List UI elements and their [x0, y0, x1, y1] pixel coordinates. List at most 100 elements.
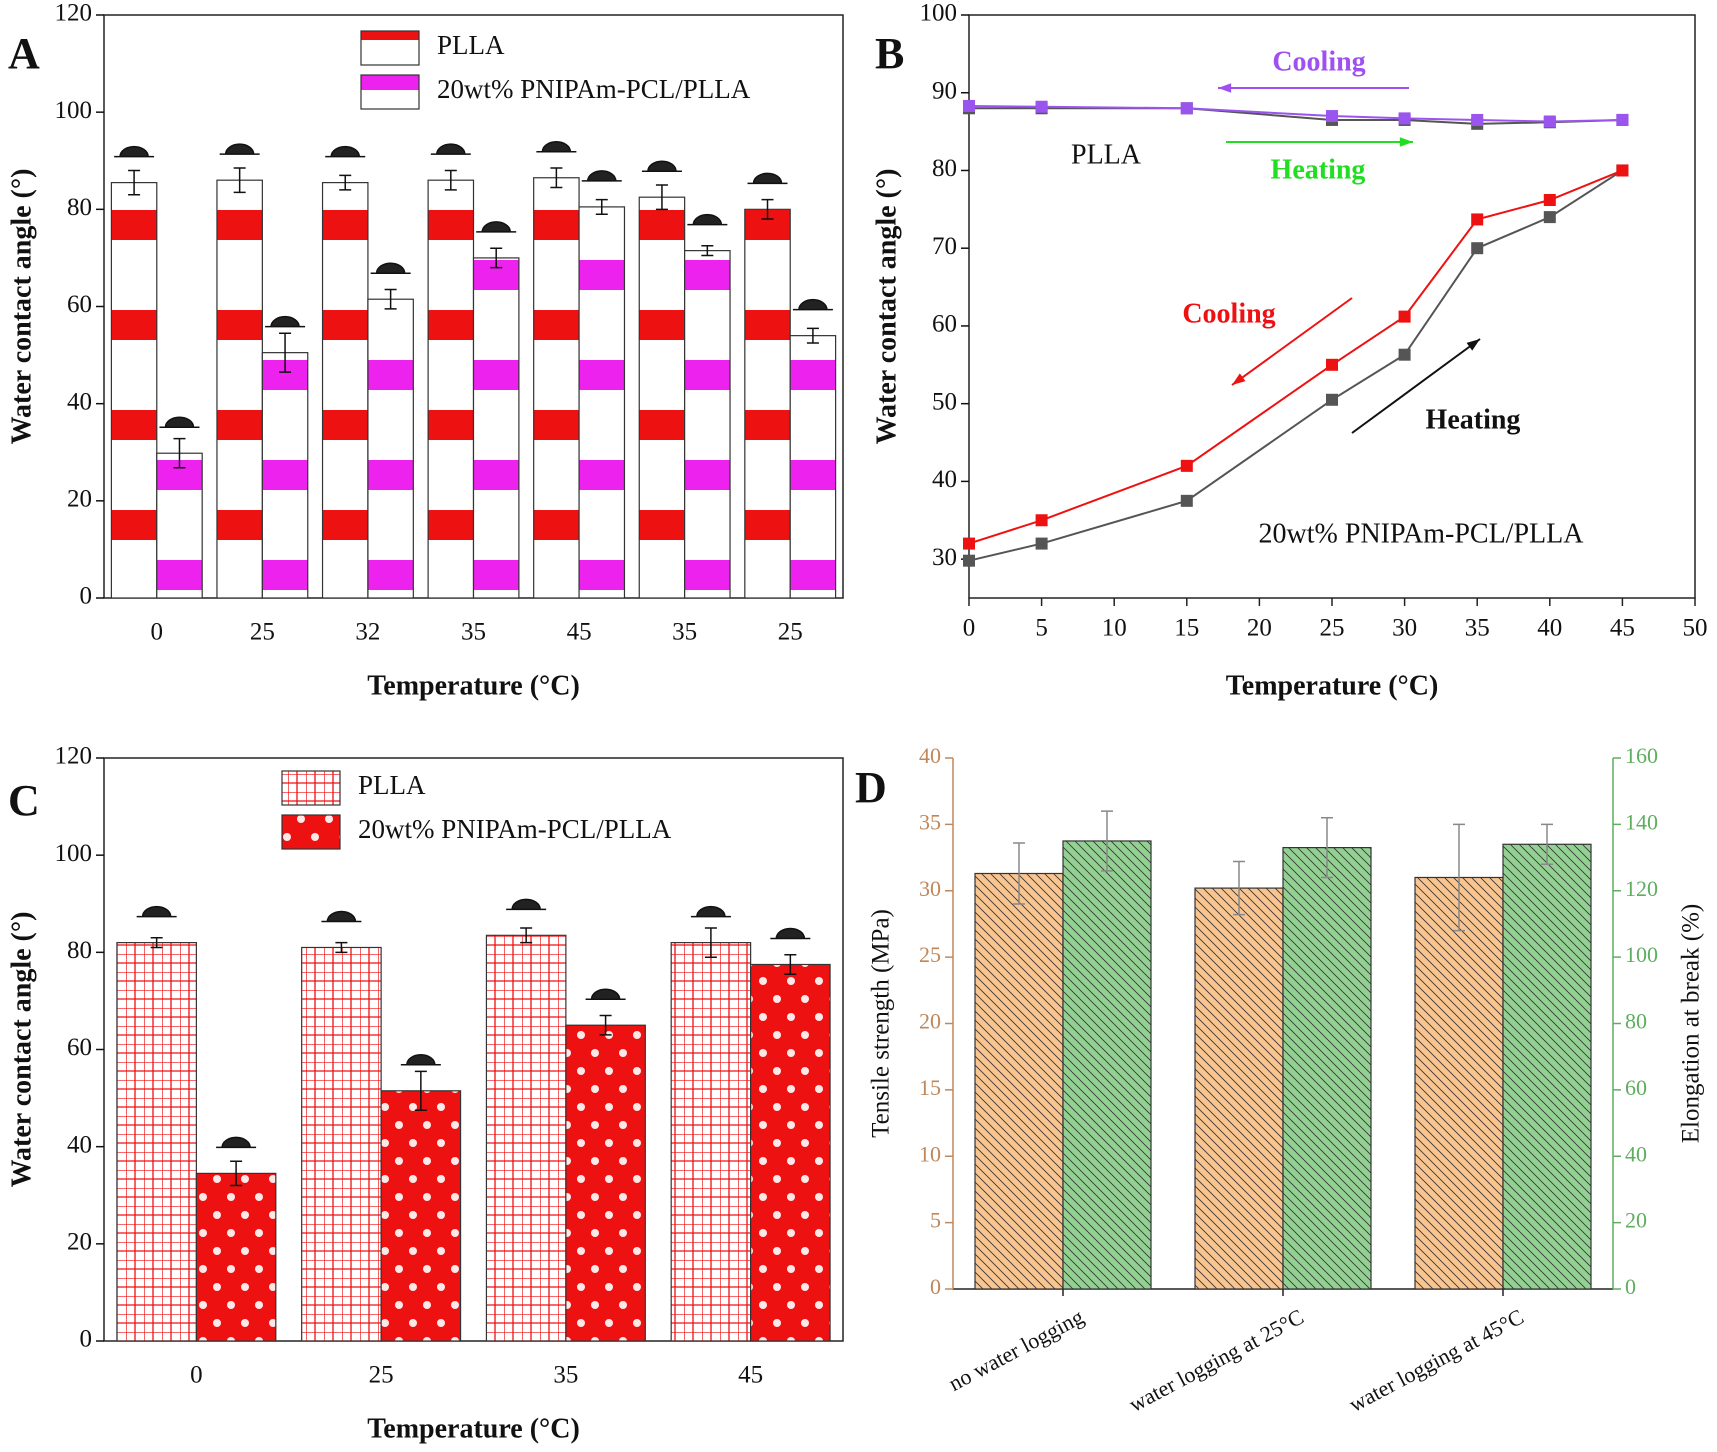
bar [110, 182, 158, 599]
x-tick-label: 32 [355, 619, 380, 646]
y-tick-label: 120 [55, 0, 93, 27]
error-bar [173, 437, 186, 469]
line [968, 104, 1623, 123]
error-bar [704, 927, 717, 958]
bar [216, 179, 263, 599]
bar [1414, 876, 1504, 1290]
droplet [476, 221, 517, 233]
error-bar [279, 332, 292, 373]
droplet [370, 262, 411, 274]
bar [789, 335, 837, 599]
bar [1282, 847, 1372, 1290]
y-tick-label: 30 [932, 544, 957, 571]
y-tick-label: 100 [55, 97, 93, 124]
legend-swatch [360, 74, 420, 110]
marker [1471, 242, 1484, 255]
y2-tick-label: 20 [1625, 1208, 1647, 1233]
x-tick-label: water logging at 25°C [1125, 1304, 1308, 1417]
x-axis-title: Temperature (°C) [367, 670, 580, 701]
annotation: Heating [1426, 404, 1521, 435]
legend-swatch [281, 770, 341, 806]
arrow [1351, 338, 1481, 434]
y-tick-label: 0 [930, 1274, 941, 1299]
legend-label: PLLA [437, 30, 505, 60]
line [969, 107, 1623, 125]
droplet [536, 141, 577, 153]
droplet [216, 1136, 257, 1149]
x-tick-label: 25 [1320, 615, 1345, 642]
x-tick-label: 10 [1102, 615, 1127, 642]
y-tick-label: 15 [919, 1075, 941, 1100]
legend-label: 20wt% PNIPAm-PCL/PLLA [358, 814, 672, 844]
bar [380, 1090, 462, 1342]
error-bar [1233, 860, 1245, 916]
marker [1180, 494, 1193, 507]
annotation: 20wt% PNIPAm-PCL/PLLA [1259, 518, 1585, 549]
x-tick-label: 5 [1035, 615, 1048, 642]
bar [750, 963, 831, 1342]
y-axis-title: Water contact angle (°) [6, 169, 37, 445]
bar [195, 1172, 277, 1342]
y-tick-label: 20 [67, 1229, 92, 1256]
error-bar [599, 1014, 612, 1036]
x-tick-label: 0 [151, 619, 164, 646]
y2-tick-label: 140 [1625, 809, 1658, 834]
droplet [585, 988, 626, 1000]
arrow-head [1218, 83, 1232, 93]
marker [1398, 310, 1411, 323]
marker [963, 554, 975, 567]
x-axis-title: Temperature (°C) [367, 1413, 580, 1444]
x-tick-label: 20 [1247, 615, 1272, 642]
bar [974, 872, 1064, 1290]
bar [321, 182, 369, 599]
marker [1326, 358, 1338, 371]
y-axis-title: Tensile strength (MPa) [868, 909, 895, 1138]
x-tick-label: 35 [461, 619, 486, 646]
error-bar [806, 327, 819, 344]
error-bar [1541, 823, 1553, 865]
error-bar [444, 169, 457, 191]
y2-tick-label: 120 [1625, 876, 1658, 901]
error-bar [595, 198, 608, 215]
y2-tick-label: 160 [1625, 743, 1658, 768]
legend-label: 20wt% PNIPAm-PCL/PLLA [437, 74, 751, 104]
legend-swatch [360, 30, 420, 66]
panel-label: C [8, 776, 40, 825]
annotation: Heating [1271, 154, 1366, 185]
legend-swatch [281, 814, 341, 850]
bar [1194, 887, 1284, 1290]
y-tick-label: 25 [919, 942, 941, 967]
marker [1398, 112, 1411, 125]
bar [565, 1024, 646, 1342]
error-bar [550, 167, 563, 189]
droplet [219, 143, 260, 155]
x-tick-label: 15 [1174, 615, 1199, 642]
legend-label: PLLA [358, 770, 426, 800]
panel-label: B [875, 29, 904, 78]
annotation: Cooling [1272, 46, 1365, 77]
droplet [747, 172, 788, 185]
y-tick-label: 40 [67, 388, 92, 415]
error-bar [150, 937, 163, 949]
error-bar [784, 954, 797, 975]
y-tick-label: 80 [67, 194, 92, 221]
y-tick-label: 120 [55, 743, 93, 770]
y-axis-title: Water contact angle (°) [871, 169, 902, 445]
arrow [1231, 297, 1353, 386]
marker [1543, 211, 1556, 224]
y2-tick-label: 60 [1625, 1075, 1647, 1100]
droplet [114, 145, 155, 158]
bar [1062, 840, 1152, 1290]
droplet [792, 298, 833, 311]
error-bar [761, 198, 774, 220]
y2-tick-label: 80 [1625, 1009, 1647, 1034]
y-tick-label: 40 [932, 466, 957, 493]
plot-frame [968, 14, 1696, 599]
x-tick-label: 45 [567, 619, 592, 646]
bar [261, 352, 309, 599]
x-tick-label: 45 [738, 1362, 763, 1389]
y-tick-label: 20 [919, 1009, 941, 1034]
x-tick-label: 35 [553, 1362, 578, 1389]
x-axis-title: Temperature (°C) [1226, 670, 1439, 701]
droplet [641, 160, 682, 172]
